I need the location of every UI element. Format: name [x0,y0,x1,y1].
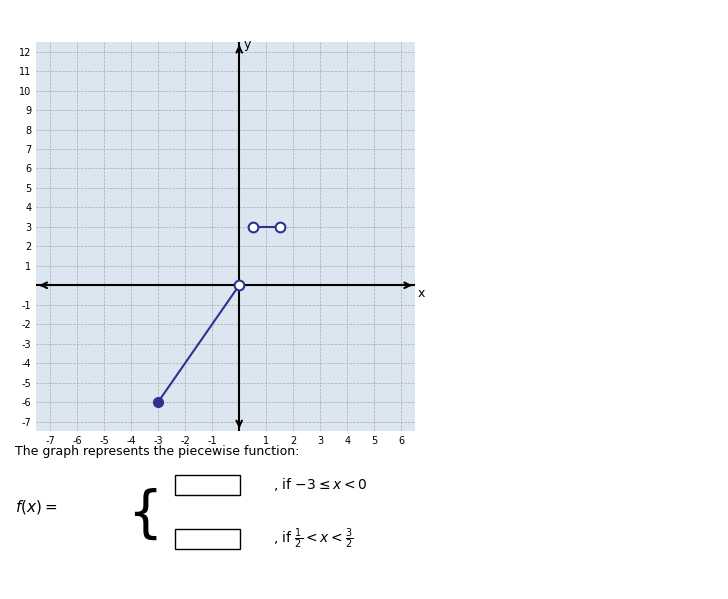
FancyBboxPatch shape [175,475,240,495]
Text: x: x [418,287,425,300]
Text: {: { [127,488,163,542]
Text: The graph represents the piecewise function:: The graph represents the piecewise funct… [15,444,299,458]
Text: $f(x) =$: $f(x) =$ [15,498,57,516]
FancyBboxPatch shape [175,528,240,549]
Text: , if $-3 \leq x < 0$: , if $-3 \leq x < 0$ [273,476,368,494]
Text: , if $\frac{1}{2} < x < \frac{3}{2}$: , if $\frac{1}{2} < x < \frac{3}{2}$ [273,527,353,551]
Text: y: y [243,38,250,51]
